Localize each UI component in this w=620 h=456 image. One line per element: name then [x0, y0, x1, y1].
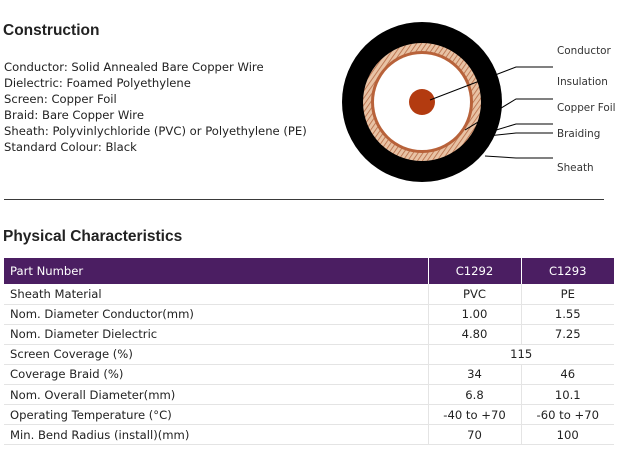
table-header-row: Part Number C1292 C1293 [4, 258, 614, 284]
leader-line-conductor [429, 66, 553, 101]
spec-sheath: Sheath: Polyvinlychloride (PVC) or Polye… [4, 124, 307, 140]
row-label: Min. Bend Radius (install)(mm) [4, 424, 428, 446]
row-label: Sheath Material [4, 284, 428, 305]
spec-screen: Screen: Copper Foil [4, 92, 307, 108]
table-row: Nom. Diameter Conductor(mm) 1.00 1.55 [4, 304, 614, 325]
header-c1292: C1292 [427, 258, 521, 284]
row-value-c1293: 7.25 [520, 324, 614, 345]
row-value-c1293: PE [520, 284, 614, 305]
leader-line-braiding [477, 132, 553, 138]
header-part-number: Part Number [4, 258, 428, 284]
spec-label: Dielectric: [4, 75, 63, 90]
row-value-merged: 115 [427, 344, 614, 365]
row-label: Nom. Overall Diameter(mm) [4, 384, 428, 406]
spec-braid: Braid: Bare Copper Wire [4, 108, 307, 124]
row-value-c1293: -60 to +70 [520, 404, 614, 426]
row-value-c1292: 34 [427, 364, 521, 385]
spec-conductor: Conductor: Solid Annealed Bare Copper Wi… [4, 60, 307, 76]
label-insulation: Insulation [557, 76, 608, 88]
leader-line-copper-foil [469, 123, 553, 139]
row-value-c1293: 100 [520, 424, 614, 446]
construction-title: Construction [3, 22, 100, 39]
spec-value: Bare Copper Wire [42, 107, 144, 122]
spec-value: Foamed Polyethylene [66, 75, 191, 90]
row-label: Coverage Braid (%) [4, 364, 428, 385]
row-value-c1292: 4.80 [427, 324, 521, 345]
label-braiding: Braiding [557, 128, 601, 140]
spec-value: Polyvinlychloride (PVC) or Polyethylene … [52, 123, 307, 138]
row-value-c1293: 46 [520, 364, 614, 385]
row-value-c1293: 1.55 [520, 304, 614, 325]
row-label: Nom. Diameter Conductor(mm) [4, 304, 428, 325]
label-sheath: Sheath [557, 162, 594, 174]
spec-standard-colour: Standard Colour: Black [4, 140, 307, 156]
spec-label: Conductor: [4, 60, 68, 74]
row-label: Operating Temperature (°C) [4, 404, 428, 426]
construction-spec-list: Conductor: Solid Annealed Bare Copper Wi… [4, 60, 307, 155]
spec-label: Braid: [4, 107, 39, 122]
row-label: Nom. Diameter Dielectric [4, 324, 428, 345]
row-label: Screen Coverage (%) [4, 344, 428, 365]
table-row: Sheath Material PVC PE [4, 284, 614, 305]
table-row: Nom. Overall Diameter(mm) 6.8 10.1 [4, 384, 614, 406]
row-value-c1292: 6.8 [427, 384, 521, 406]
spec-value: Black [105, 139, 137, 154]
spec-value: Copper Foil [51, 91, 117, 106]
spec-dielectric: Dielectric: Foamed Polyethylene [4, 76, 307, 92]
cable-cross-section-diagram [342, 22, 553, 182]
spec-label: Screen: [4, 91, 48, 106]
row-value-c1292: -40 to +70 [427, 404, 521, 426]
table-row: Coverage Braid (%) 34 46 [4, 364, 614, 385]
label-copper-foil: Copper Foil [557, 102, 616, 114]
row-value-c1292: 1.00 [427, 304, 521, 325]
header-c1293: C1293 [520, 258, 614, 284]
physical-characteristics-title: Physical Characteristics [3, 228, 183, 245]
table-row: Operating Temperature (°C) -40 to +70 -6… [4, 404, 614, 426]
spec-label: Sheath: [4, 123, 49, 138]
row-value-c1292: 70 [427, 424, 521, 446]
leader-line-sheath [484, 155, 553, 159]
table-row: Min. Bend Radius (install)(mm) 70 100 [4, 424, 614, 446]
conductor-core [409, 89, 435, 115]
label-conductor: Conductor [557, 45, 611, 57]
spec-value: Solid Annealed Bare Copper Wire [71, 60, 264, 74]
leader-line-insulation [464, 98, 553, 131]
row-value-c1292: PVC [427, 284, 521, 305]
spec-label: Standard Colour: [4, 139, 102, 154]
table-row: Screen Coverage (%) 115 [4, 344, 614, 365]
physical-characteristics-table: Part Number C1292 C1293 Sheath Material … [4, 258, 614, 446]
section-divider [4, 199, 604, 200]
table-row: Nom. Diameter Dielectric 4.80 7.25 [4, 324, 614, 345]
row-value-c1293: 10.1 [520, 384, 614, 406]
